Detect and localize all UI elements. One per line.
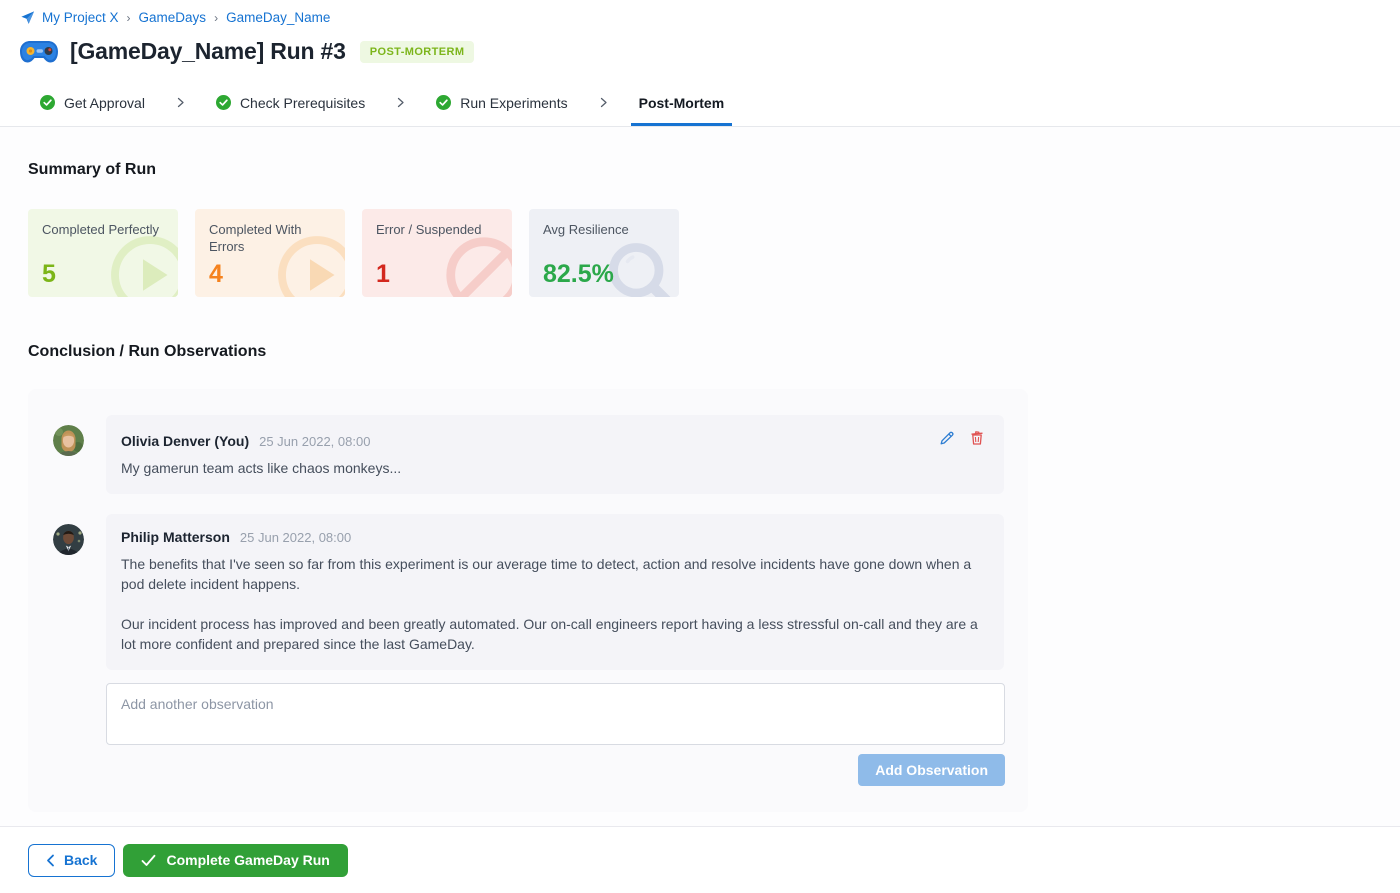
card-value: 1	[376, 260, 390, 288]
card-value: 4	[209, 260, 223, 288]
card-label: Avg Resilience	[543, 222, 629, 237]
breadcrumb-separator: ›	[126, 10, 131, 25]
project-logo-icon	[20, 10, 35, 25]
card-label: Error / Suspended	[376, 222, 482, 237]
ban-icon	[446, 237, 512, 297]
back-button-label: Back	[64, 852, 98, 868]
avatar-olivia	[53, 425, 84, 456]
step-get-approval[interactable]: Get Approval	[32, 79, 153, 126]
status-badge: POST-MORTERM	[359, 40, 475, 63]
chevron-right-icon	[395, 97, 406, 108]
delete-icon[interactable]	[969, 430, 985, 446]
card-error-suspended: Error / Suspended 1	[362, 209, 512, 297]
step-label: Get Approval	[64, 94, 145, 111]
check-circle-icon	[215, 95, 231, 110]
card-completed-perfectly: Completed Perfectly 5	[28, 209, 178, 297]
comment-author: Olivia Denver (You)	[121, 433, 250, 449]
add-observation-input[interactable]	[106, 683, 1005, 745]
card-value: 5	[42, 260, 56, 288]
comment-bubble: Olivia Denver (You) 25 Jun 2022, 08:00 M…	[106, 415, 1004, 494]
comment-timestamp: 25 Jun 2022, 08:00	[239, 530, 352, 545]
breadcrumb-item-project[interactable]: My Project X	[42, 10, 119, 25]
summary-heading: Summary of Run	[28, 161, 157, 178]
complete-gameday-run-button[interactable]: Complete GameDay Run	[123, 843, 348, 877]
step-post-mortem[interactable]: Post-Mortem	[631, 79, 733, 126]
comment-timestamp: 25 Jun 2022, 08:00	[259, 434, 371, 449]
page-header: My Project X › GameDays › GameDay_Name […	[0, 0, 1400, 79]
chevron-left-icon	[47, 854, 54, 866]
card-label: Completed With Errors	[209, 222, 302, 255]
avatar-philip	[53, 524, 84, 555]
page-title: [GameDay_Name] Run #3	[70, 38, 346, 64]
play-circle-icon	[278, 236, 345, 297]
comment-body: My gamerun team acts like chaos monkeys.…	[121, 460, 402, 476]
observation-comment: Philip Matterson 25 Jun 2022, 08:00 The …	[53, 514, 1004, 670]
check-circle-icon	[40, 95, 55, 110]
breadcrumb-separator: ›	[214, 10, 219, 25]
check-circle-icon	[436, 95, 452, 110]
card-avg-resilience: Avg Resilience 82.5%	[529, 209, 679, 297]
observation-comment: Olivia Denver (You) 25 Jun 2022, 08:00 M…	[53, 415, 1004, 494]
chevron-right-icon	[175, 97, 186, 108]
step-label: Check Prerequisites	[239, 94, 366, 111]
magnifier-icon	[609, 243, 671, 297]
breadcrumb: My Project X › GameDays › GameDay_Name	[20, 10, 1380, 25]
step-label: Post-Mortem	[638, 94, 725, 111]
card-completed-with-errors: Completed With Errors 4	[195, 209, 345, 297]
breadcrumb-item-gamedays[interactable]: GameDays	[138, 10, 207, 25]
add-observation-button[interactable]: Add Observation	[858, 754, 1005, 786]
chevron-right-icon	[598, 97, 609, 108]
comment-body: The benefits that I've seen so far from …	[121, 556, 978, 652]
step-label: Run Experiments	[460, 94, 568, 111]
check-icon	[142, 854, 156, 866]
main-content: Summary of Run Completed Perfectly 5 Com…	[0, 127, 1400, 826]
comment-bubble: Philip Matterson 25 Jun 2022, 08:00 The …	[106, 514, 1004, 670]
back-button[interactable]: Back	[28, 843, 116, 877]
comment-author: Philip Matterson	[121, 529, 230, 545]
summary-cards: Completed Perfectly 5 Completed With Err…	[28, 209, 1372, 297]
edit-icon[interactable]	[939, 430, 955, 446]
play-circle-icon	[111, 236, 178, 297]
footer-bar: Back Complete GameDay Run	[0, 826, 1400, 893]
observations-heading: Conclusion / Run Observations	[28, 343, 267, 360]
step-check-prerequisites[interactable]: Check Prerequisites	[208, 79, 373, 126]
run-stepper: Get Approval Check Prerequisites Run Exp…	[0, 79, 1400, 127]
gamepad-icon	[20, 41, 58, 63]
title-row: [GameDay_Name] Run #3 POST-MORTERM	[20, 38, 1380, 65]
step-run-experiments[interactable]: Run Experiments	[428, 79, 575, 126]
breadcrumb-item-gameday-name[interactable]: GameDay_Name	[226, 10, 331, 25]
complete-button-label: Complete GameDay Run	[166, 852, 330, 868]
card-label: Completed Perfectly	[42, 222, 160, 237]
observations-panel: Olivia Denver (You) 25 Jun 2022, 08:00 M…	[28, 389, 1028, 812]
card-value: 82.5%	[543, 260, 614, 288]
